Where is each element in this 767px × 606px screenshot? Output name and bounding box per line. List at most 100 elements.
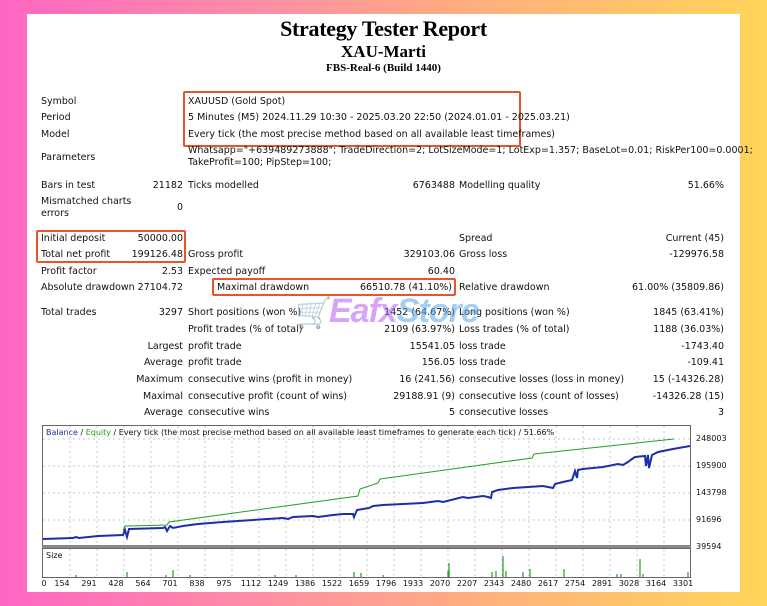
row-left-label: consecutive wins (188, 407, 270, 418)
row-left-value: 29188.91 (9) (393, 391, 455, 402)
y-tick-label: 195900 (696, 461, 727, 470)
gross-loss-value: -129976.58 (669, 249, 724, 260)
x-tick-label: 1659 (348, 579, 370, 588)
legend-balance: Balance (46, 428, 78, 437)
symbol-value: XAUUSD (Gold Spot) (188, 96, 286, 107)
mismatch-label-1: Mismatched charts (41, 196, 132, 207)
parameters-line-1: Whatsapp="+639489273888"; TradeDirection… (188, 145, 753, 156)
x-tick-label: 1112 (240, 579, 262, 588)
long-positions-label: Long positions (won %) (459, 307, 570, 318)
expected-payoff-value: 60.40 (427, 266, 455, 277)
x-tick-label: 3301 (672, 579, 694, 588)
chart-legend: Balance / Equity / Every tick (the most … (46, 428, 555, 437)
row-right-label: consecutive losses (loss in money) (459, 374, 625, 385)
x-tick-label: 701 (162, 579, 178, 588)
loss-trades-value: 1188 (36.03%) (653, 324, 724, 335)
y-tick-label: 91696 (696, 515, 722, 524)
x-tick-label: 1249 (267, 579, 289, 588)
row-left-label: profit trade (188, 341, 242, 352)
balance-equity-chart: Balance / Equity / Every tick (the most … (42, 425, 691, 546)
x-tick-label: 564 (135, 579, 151, 588)
chart-plot (43, 426, 690, 545)
row-prefix: Largest (147, 341, 183, 352)
row-right-value: 3 (717, 407, 724, 418)
row-left-value: 16 (241.56) (399, 374, 455, 385)
x-tick-label: 3164 (645, 579, 667, 588)
max-drawdown-label: Maximal drawdown (217, 282, 310, 293)
row-left-value: 156.05 (421, 357, 455, 368)
row-prefix: Maximal (143, 391, 183, 402)
row-right-value: -109.41 (687, 357, 724, 368)
legend-equity: Equity (85, 428, 111, 437)
gross-loss-label: Gross loss (459, 249, 508, 260)
x-tick-label: 1522 (321, 579, 343, 588)
symbol-label: Symbol (41, 96, 77, 107)
row-right-label: consecutive losses (459, 407, 549, 418)
x-tick-label: 1386 (294, 579, 316, 588)
row-right-value: -1743.40 (681, 341, 724, 352)
short-positions-value: 1452 (64.67%) (384, 307, 455, 318)
legend-description: / Every tick (the most precise method ba… (110, 428, 555, 437)
mismatch-value: 0 (176, 202, 183, 213)
bars-value: 21182 (152, 180, 183, 191)
report-title: Strategy Tester Report (280, 16, 487, 41)
profit-trades-value: 2109 (63.97%) (384, 324, 455, 335)
row-prefix: Average (143, 357, 183, 368)
mismatch-label-2: errors (41, 208, 69, 219)
y-tick-label: 39594 (696, 542, 722, 551)
abs-drawdown-value: 27104.72 (137, 282, 183, 293)
total-trades-label: Total trades (41, 307, 97, 318)
row-right-value: 15 (-14326.28) (652, 374, 724, 385)
report-card: Strategy Tester Report XAU-Marti FBS-Rea… (27, 14, 753, 592)
period-value: 5 Minutes (M5) 2024.11.29 10:30 - 2025.0… (188, 112, 570, 123)
profit-factor-label: Profit factor (41, 266, 97, 277)
quality-value: 51.66% (687, 180, 724, 191)
bars-label: Bars in test (41, 180, 96, 191)
spread-label: Spread (459, 233, 493, 244)
row-prefix: Average (143, 407, 183, 418)
initial-deposit-value: 50000.00 (137, 233, 183, 244)
x-tick-label: 2754 (564, 579, 586, 588)
parameters-label: Parameters (41, 152, 96, 163)
x-tick-label: 291 (81, 579, 97, 588)
x-tick-label: 2480 (510, 579, 532, 588)
highlight-max-drawdown (212, 278, 456, 296)
x-tick-label: 1933 (402, 579, 424, 588)
model-label: Model (41, 129, 70, 140)
x-tick-label: 2891 (591, 579, 613, 588)
model-value: Every tick (the most precise method base… (188, 129, 556, 140)
gross-profit-value: 329103.06 (403, 249, 455, 260)
loss-trades-label: Loss trades (% of total) (459, 324, 570, 335)
abs-drawdown-label: Absolute drawdown (41, 282, 135, 293)
row-prefix: Maximum (136, 374, 183, 385)
size-bars (69, 549, 689, 577)
row-left-label: consecutive profit (count of wins) (188, 391, 348, 402)
row-right-label: loss trade (459, 341, 506, 352)
size-panel: Size (42, 548, 691, 578)
net-profit-value: 199126.48 (131, 249, 183, 260)
parameters-line-2: TakeProfit=100; PipStep=100; (188, 157, 332, 168)
x-tick-label: 0 (41, 579, 47, 588)
chart-separator (42, 545, 691, 548)
row-right-value: -14326.28 (15) (652, 391, 724, 402)
x-tick-label: 975 (216, 579, 232, 588)
period-label: Period (41, 112, 71, 123)
server-build: FBS-Real-6 (Build 1440) (326, 62, 441, 74)
profit-trades-label: Profit trades (% of total) (188, 324, 303, 335)
profit-factor-value: 2.53 (161, 266, 183, 277)
long-positions-value: 1845 (63.41%) (653, 307, 724, 318)
x-tick-label: 428 (108, 579, 124, 588)
expert-name: XAU-Marti (341, 42, 426, 61)
max-drawdown-value: 66510.78 (41.10%) (360, 282, 452, 293)
short-positions-label: Short positions (won %) (188, 307, 302, 318)
row-left-value: 15541.05 (409, 341, 455, 352)
x-tick-label: 1796 (375, 579, 397, 588)
initial-deposit-label: Initial deposit (41, 233, 106, 244)
x-tick-label: 2343 (483, 579, 505, 588)
total-trades-value: 3297 (158, 307, 183, 318)
highlight-symbol-period-model (183, 91, 521, 147)
highlight-deposit-profit (36, 230, 186, 263)
ticks-label: Ticks modelled (188, 180, 259, 191)
y-tick-label: 143798 (696, 488, 727, 497)
expected-payoff-label: Expected payoff (188, 266, 266, 277)
